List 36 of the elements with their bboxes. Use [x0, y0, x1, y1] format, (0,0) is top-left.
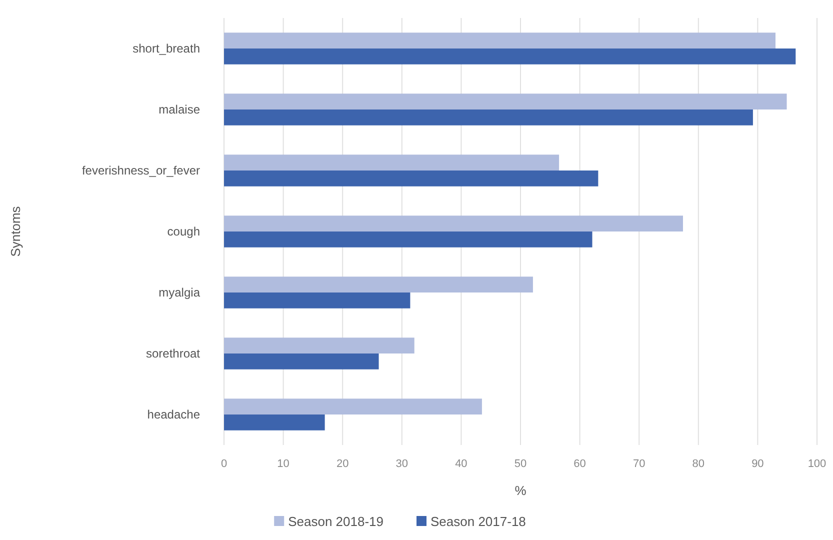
- x-tick-label: 20: [336, 458, 349, 470]
- x-tick-label: 10: [277, 458, 290, 470]
- bar: [224, 414, 325, 430]
- bar: [224, 232, 592, 248]
- bar: [224, 216, 683, 232]
- x-tick-label: 80: [692, 458, 705, 470]
- legend-label: Season 2018-19: [288, 514, 384, 529]
- bar: [224, 48, 796, 64]
- bar: [224, 32, 776, 48]
- y-tick-label: myalgia: [158, 286, 200, 300]
- x-tick-label: 70: [632, 458, 646, 470]
- x-tick-label: 60: [574, 458, 586, 470]
- bar: [224, 292, 410, 308]
- bar: [224, 354, 379, 370]
- bar: [224, 276, 533, 292]
- x-tick-label: 50: [514, 458, 527, 470]
- y-tick-label: headache: [147, 408, 200, 422]
- x-tick-label: 40: [455, 458, 468, 470]
- y-tick-label: malaise: [158, 102, 200, 117]
- bar: [224, 398, 482, 414]
- x-tick-label: 0: [220, 458, 228, 470]
- y-tick-label: feverishness_or_fever: [82, 164, 200, 178]
- x-axis-title: %: [514, 483, 527, 498]
- bar: [224, 154, 560, 170]
- x-tick-label: 30: [396, 458, 408, 470]
- bar: [224, 338, 414, 354]
- y-tick-label: short_breath: [132, 42, 200, 56]
- y-tick-label: sorethroat: [146, 346, 201, 361]
- y-tick-label: cough: [167, 224, 200, 239]
- bar: [224, 94, 787, 110]
- legend-label: Season 2017-18: [430, 514, 526, 529]
- x-tick-label: 100: [808, 458, 826, 470]
- x-tick-label: 90: [752, 458, 764, 470]
- y-axis-title: Syntoms: [8, 206, 23, 257]
- bar: [224, 110, 753, 126]
- bar: [224, 170, 598, 186]
